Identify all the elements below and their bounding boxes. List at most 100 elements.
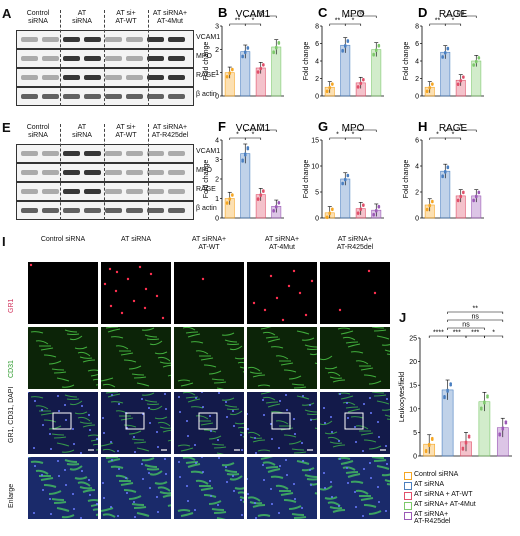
vessel-stroke	[95, 449, 98, 451]
nucleus	[141, 398, 143, 400]
blot-row-label: RAGE	[196, 72, 216, 79]
blot-band	[168, 170, 185, 175]
vessel-stroke	[123, 489, 137, 493]
nucleus	[370, 477, 372, 479]
nucleus	[186, 420, 188, 422]
y-tick-label: 0	[215, 94, 219, 101]
data-point	[443, 169, 447, 173]
nucleus	[65, 484, 67, 486]
blot-band	[42, 189, 59, 194]
vessel-stroke	[87, 499, 98, 502]
nucleus	[247, 428, 249, 430]
y-axis-label: Fold change	[303, 160, 310, 199]
panel-label: D	[418, 5, 427, 20]
vessel-stroke	[342, 401, 356, 406]
gr1-signal	[298, 291, 302, 295]
nucleus	[118, 403, 120, 405]
nucleus	[187, 500, 189, 502]
vessel-stroke	[187, 333, 201, 338]
y-tick-label: 6	[315, 41, 319, 48]
nucleus	[377, 486, 379, 488]
y-tick-label: 6	[415, 41, 419, 48]
blot-band	[147, 56, 164, 61]
nucleus	[164, 393, 166, 395]
nucleus	[279, 465, 281, 467]
vessel-stroke	[270, 475, 284, 479]
y-axis-label: Fold change	[403, 160, 410, 199]
significance-label: ns	[462, 322, 470, 329]
vessel-stroke	[105, 457, 119, 459]
chart-title: MPO	[342, 123, 365, 134]
data-point	[472, 198, 475, 202]
vessel-stroke	[167, 504, 171, 507]
vessel-stroke	[376, 335, 390, 340]
vessel-stroke	[74, 346, 88, 350]
vessel-stroke	[95, 384, 98, 386]
data-point	[459, 78, 463, 82]
nucleus	[241, 449, 243, 451]
micrograph	[247, 392, 317, 454]
blot-band	[147, 208, 164, 213]
chart-title: RAGE	[439, 9, 468, 20]
significance-label: *	[452, 18, 455, 25]
micrograph	[320, 457, 390, 519]
nucleus	[370, 412, 372, 414]
significance-label: *	[252, 18, 255, 25]
vessel-stroke	[53, 371, 67, 374]
gr1-signal	[338, 308, 342, 312]
vessel-stroke	[64, 459, 78, 463]
vessel-stroke	[95, 513, 98, 516]
nucleus	[255, 452, 257, 454]
vessel-stroke	[386, 483, 390, 486]
gr1-signal	[310, 279, 314, 283]
vessel-stroke	[360, 432, 374, 436]
vessel-stroke	[149, 340, 163, 346]
lane-separator	[60, 10, 61, 106]
vessel-stroke	[386, 353, 390, 355]
blot-band	[126, 75, 143, 80]
vessel-stroke	[363, 374, 377, 378]
vessel-stroke	[128, 495, 142, 500]
blot-band	[21, 94, 38, 99]
blot-band	[126, 189, 143, 194]
blot-band	[84, 151, 101, 156]
data-point	[430, 436, 434, 440]
micrograph	[174, 327, 244, 389]
nucleus	[156, 431, 158, 433]
vessel-stroke	[107, 328, 121, 333]
nucleus	[80, 452, 82, 454]
vessel-stroke	[234, 487, 244, 490]
vessel-stroke	[146, 338, 160, 340]
y-tick-label: 2	[215, 47, 219, 54]
vessel-stroke	[262, 396, 276, 401]
vessel-stroke	[211, 508, 225, 511]
vessel-stroke	[211, 443, 225, 446]
vessel-stroke	[159, 426, 171, 429]
nucleus	[263, 414, 265, 416]
nucleus	[33, 512, 35, 514]
significance-bracket	[244, 23, 262, 26]
data-point	[483, 400, 486, 404]
vessel-stroke	[355, 425, 369, 430]
nucleus	[164, 458, 166, 460]
vessel-stroke	[30, 396, 44, 399]
data-point	[362, 77, 365, 81]
significance-bracket	[444, 23, 462, 26]
vessel-stroke	[283, 369, 297, 373]
vessel-stroke	[304, 344, 317, 348]
data-point	[274, 205, 278, 208]
vessel-stroke	[376, 400, 390, 405]
vessel-stroke	[329, 441, 343, 444]
nucleus	[202, 406, 204, 408]
blot-band	[42, 208, 59, 213]
nucleus	[294, 498, 296, 500]
micrograph-texture	[252, 269, 314, 322]
panel-label: C	[318, 5, 328, 20]
vessel-stroke	[177, 444, 191, 447]
blot-band	[105, 56, 122, 61]
vessel-stroke	[154, 351, 168, 355]
legend-swatch	[404, 502, 412, 510]
nucleus	[232, 475, 234, 477]
vessel-stroke	[195, 350, 209, 355]
nucleus	[217, 504, 219, 506]
